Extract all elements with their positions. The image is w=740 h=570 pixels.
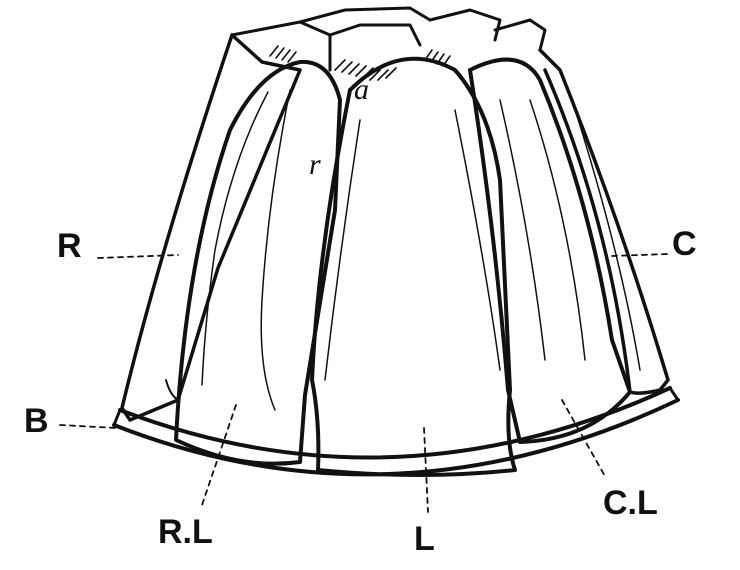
leader-B [59,424,117,429]
leader-RL [201,404,237,506]
top-shading [269,45,451,81]
flute-CL [468,57,632,444]
label-C: C [672,225,697,263]
base-rim [118,386,672,460]
flute-C [538,48,670,395]
label-a: a [354,73,369,106]
label-B: B [24,402,49,440]
label-R: R [57,227,82,265]
label-CL: C.L [603,484,658,522]
top-tips [230,6,547,72]
leader-CL [561,399,607,479]
leader-R [97,254,179,259]
label-RL: R.L [158,513,213,551]
label-L: L [414,520,435,558]
flute-R [120,33,302,422]
label-r: r [309,148,321,181]
leader-L [423,427,429,513]
flute-L [310,56,517,477]
leader-C [611,253,669,257]
leader-lines [59,253,669,513]
